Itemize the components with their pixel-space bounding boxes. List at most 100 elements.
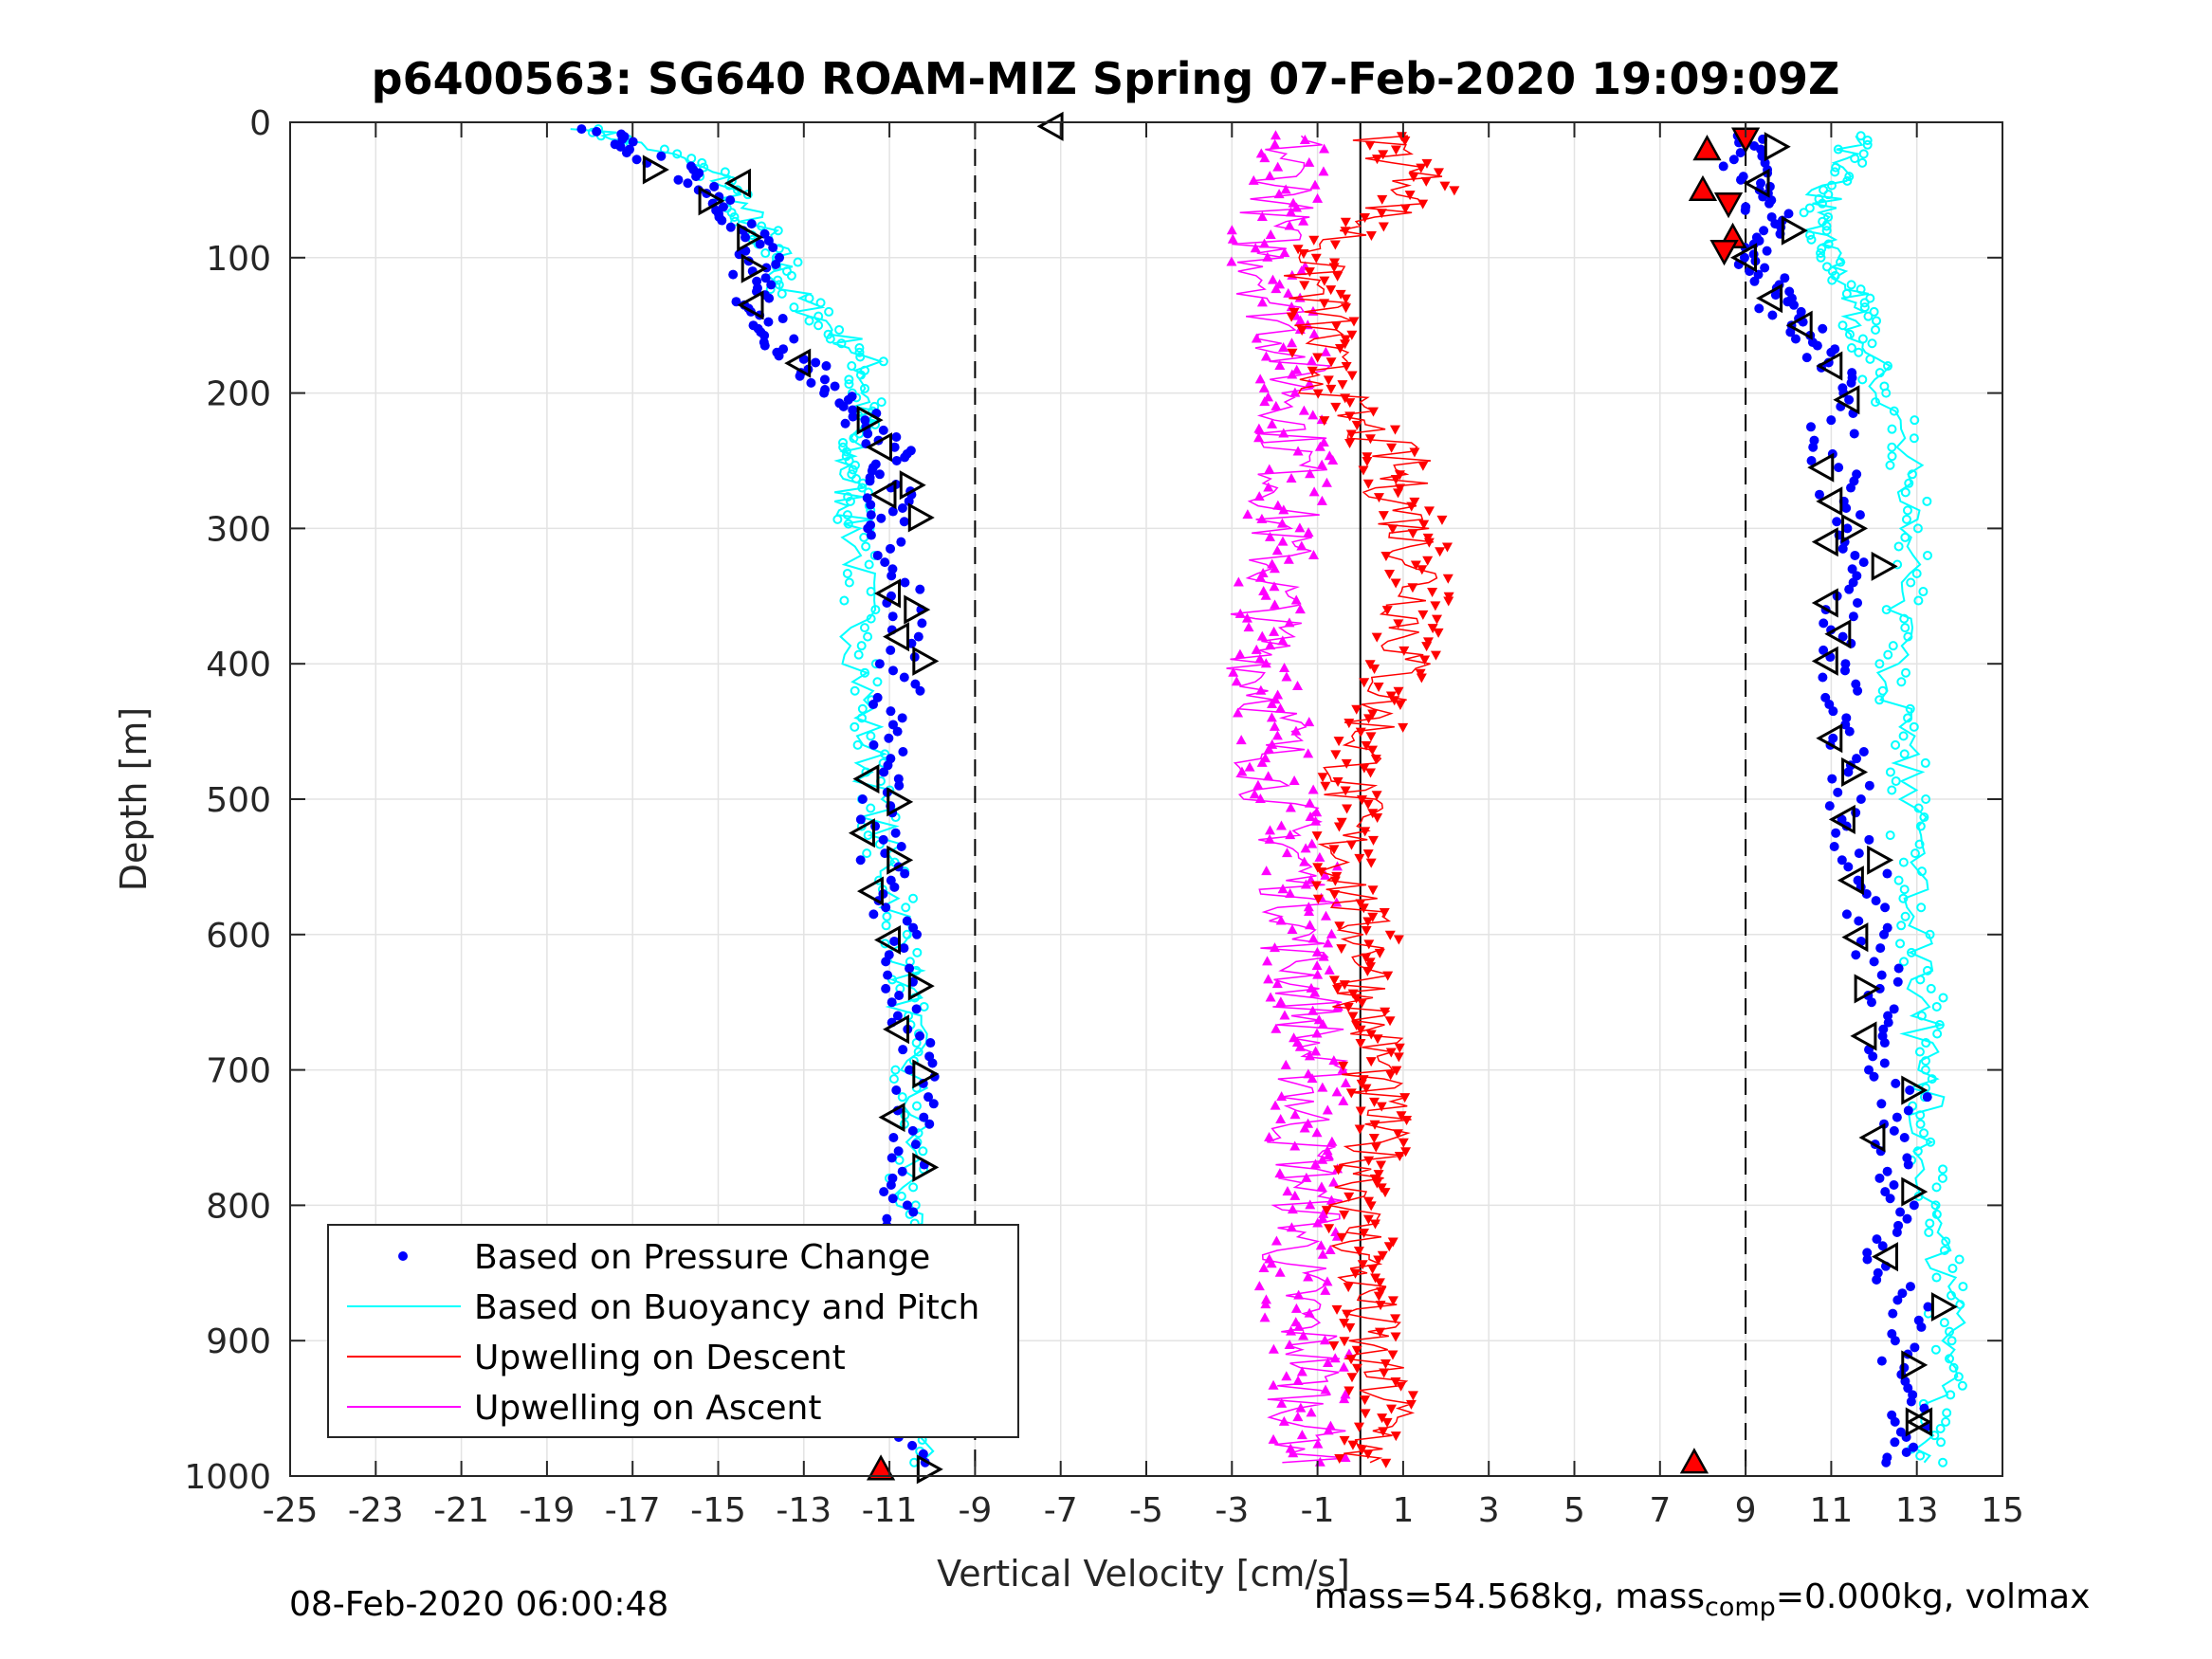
upwelling-descent-point <box>1378 150 1389 160</box>
pressure-change-point <box>891 456 902 465</box>
upwelling-descent-point <box>1378 1427 1389 1437</box>
footer-mass-info: mass=54.568kg, masscomp=0.000kg, volmax <box>1314 1577 2090 1622</box>
buoyancy-pitch-point <box>1941 1236 1951 1247</box>
buoyancy-pitch-point <box>1841 288 1852 299</box>
pressure-change-point <box>1888 1308 1898 1319</box>
pressure-change-point <box>1718 161 1728 172</box>
pressure-change-point <box>1840 659 1851 669</box>
upwelling-descent-point <box>1308 235 1320 246</box>
x-axis-label: Vertical Velocity [cm/s] <box>937 1553 1350 1595</box>
upwelling-descent-point <box>1381 1417 1393 1428</box>
buoyancy-pitch-point <box>825 334 835 344</box>
upwelling-ascent-point <box>1242 509 1253 520</box>
buoyancy-pitch-point <box>851 474 862 484</box>
pressure-change-point <box>755 239 765 249</box>
buoyancy-pitch-point <box>1915 1110 1926 1121</box>
buoyancy-pitch-point <box>1881 605 1892 615</box>
pressure-change-point <box>900 868 910 879</box>
upwelling-ascent-point <box>1296 265 1307 276</box>
upwelling-ascent-point <box>1254 653 1266 664</box>
buoyancy-pitch-point <box>1899 884 1910 895</box>
upwelling-ascent-point <box>1325 1245 1336 1254</box>
upwelling-ascent-point <box>1307 933 1319 943</box>
buoyancy-pitch-point <box>1931 1209 1942 1219</box>
pressure-change-point <box>1897 1288 1908 1299</box>
upwelling-ascent-point <box>1253 423 1265 433</box>
buoyancy-pitch-point <box>843 519 853 529</box>
buoyancy-pitch-point <box>862 848 872 859</box>
upwelling-ascent-point <box>1307 1005 1319 1015</box>
pressure-change-point <box>1879 1058 1890 1068</box>
pressure-change-point <box>1908 1390 1918 1400</box>
upwelling-ascent-point <box>1233 707 1244 718</box>
pressure-change-point <box>857 794 868 804</box>
upwelling-descent-point <box>1336 944 1347 955</box>
pressure-change-point <box>899 672 909 683</box>
buoyancy-pitch-point <box>697 157 707 168</box>
buoyancy-pitch-point <box>1921 794 1931 804</box>
upwelling-descent-point <box>1341 362 1352 373</box>
buoyancy-pitch-point <box>1902 505 1912 516</box>
pressure-change-point <box>1909 1442 1919 1452</box>
upwelling-ascent-point <box>1256 630 1268 641</box>
y-tick-label: 400 <box>206 646 271 684</box>
buoyancy-pitch-point <box>1858 149 1869 159</box>
upwelling-ascent-point <box>1290 594 1302 605</box>
upwelling-descent-point <box>1360 1409 1371 1419</box>
upwelling-descent-point <box>1340 227 1351 237</box>
upwelling-descent-point <box>1358 903 1369 914</box>
upwelling-descent-point <box>1365 1057 1377 1067</box>
upwelling-ascent-point <box>1272 500 1284 510</box>
buoyancy-pitch-point <box>1842 175 1853 186</box>
upwelling-ascent-point <box>1289 1190 1301 1200</box>
buoyancy-pitch-point <box>1871 397 1881 408</box>
upwelling-descent-point <box>1329 876 1341 886</box>
upwelling-descent-point <box>1378 511 1389 521</box>
upwelling-ascent-point <box>1280 184 1291 194</box>
upwelling-descent-point <box>1390 578 1401 589</box>
pressure-change-point <box>1844 726 1855 737</box>
buoyancy-pitch-point <box>1844 329 1855 339</box>
upwelling-ascent-point <box>1251 333 1262 343</box>
pressure-change-point <box>1818 672 1828 683</box>
y-tick-label: 100 <box>206 240 271 279</box>
upwelling-descent-point <box>1304 267 1315 278</box>
upwelling-descent-point <box>1386 443 1398 453</box>
upwelling-ascent-point <box>1304 1307 1315 1318</box>
pressure-change-point <box>1844 394 1855 405</box>
upwelling-descent-point <box>1443 596 1454 607</box>
buoyancy-pitch-point <box>854 343 865 353</box>
upwelling-ascent-point <box>1264 1132 1275 1141</box>
upwelling-descent-point <box>1353 1247 1364 1256</box>
buoyancy-pitch-point <box>1830 167 1840 177</box>
upwelling-descent-point <box>1340 217 1351 228</box>
pressure-change-point <box>1837 383 1848 393</box>
upwelling-ascent-point <box>1317 1019 1328 1029</box>
upwelling-descent-point <box>1325 285 1337 296</box>
upwelling-descent-point <box>1343 1002 1354 1012</box>
upwelling-descent-point <box>1377 1413 1388 1424</box>
pressure-change-point <box>777 314 788 324</box>
pressure-change-point <box>1829 841 1839 851</box>
footer-mass-subscript: comp <box>1705 1593 1776 1623</box>
pressure-change-point <box>1864 1065 1874 1075</box>
pressure-change-point <box>1853 597 1863 608</box>
pressure-change-point <box>904 496 914 506</box>
upwelling-descent-point <box>1377 194 1388 205</box>
upwelling-ascent-point <box>1253 432 1265 443</box>
marker-triangle-right <box>1764 132 1791 162</box>
x-tick-label: -21 <box>433 1491 489 1530</box>
x-tick-label: 11 <box>1809 1491 1853 1530</box>
buoyancy-pitch-point <box>1891 739 1901 750</box>
upwelling-ascent-point <box>1259 396 1271 407</box>
upwelling-descent-point <box>1334 921 1345 932</box>
upwelling-descent-point <box>1339 980 1350 991</box>
upwelling-ascent-point <box>1285 802 1296 812</box>
upwelling-descent-point <box>1395 701 1406 711</box>
upwelling-descent-point <box>1436 515 1448 525</box>
y-tick-label: 0 <box>249 104 271 143</box>
upwelling-descent-point <box>1333 1165 1344 1176</box>
buoyancy-pitch-point <box>1932 1029 1943 1039</box>
upwelling-descent-point <box>1351 994 1362 1004</box>
buoyancy-pitch-point <box>1930 1200 1941 1211</box>
